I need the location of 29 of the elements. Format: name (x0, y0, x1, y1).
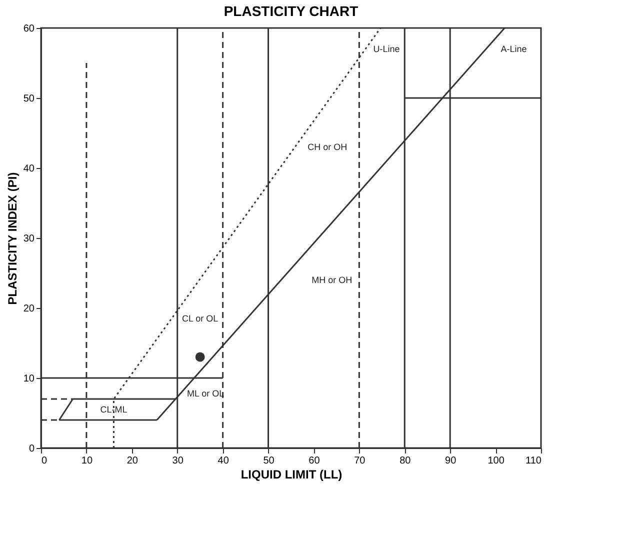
y-tick-label: 40 (23, 164, 35, 174)
annotation: CL or OL (182, 314, 218, 324)
x-tick-label: 40 (218, 456, 230, 466)
annotation: MH or OH (312, 275, 352, 285)
x-tick-label: 110 (526, 456, 542, 466)
y-axis-title: PLASTICITY INDEX (PI) (5, 172, 20, 305)
chart-title: PLASTICITY CHART (224, 3, 359, 19)
y-tick-label: 60 (23, 24, 35, 34)
annotation: CH or OH (308, 142, 348, 152)
y-tick-label: 50 (23, 94, 35, 104)
y-tick-label: 10 (23, 374, 35, 384)
x-tick-label: 90 (445, 456, 457, 466)
y-tick-label: 0 (28, 444, 35, 454)
x-tick-label: 0 (42, 456, 48, 466)
y-tick-label: 20 (23, 304, 35, 314)
x-tick-label: 70 (354, 456, 366, 466)
annotation: U-Line (373, 44, 400, 54)
x-axis-title: LIQUID LIMIT (LL) (240, 468, 342, 482)
x-tick-label: 10 (81, 456, 93, 466)
annotation: A-Line (500, 44, 527, 54)
x-tick-label: 30 (172, 456, 184, 466)
annotation: CL-ML (100, 404, 128, 414)
annotation: ML or OL (186, 388, 224, 398)
x-tick-label: 80 (400, 456, 412, 466)
x-tick-label: 50 (263, 456, 275, 466)
x-tick-label: 20 (126, 456, 138, 466)
x-tick-label: 60 (308, 456, 320, 466)
x-tick-label: 100 (488, 456, 505, 466)
y-tick-label: 30 (23, 234, 35, 244)
